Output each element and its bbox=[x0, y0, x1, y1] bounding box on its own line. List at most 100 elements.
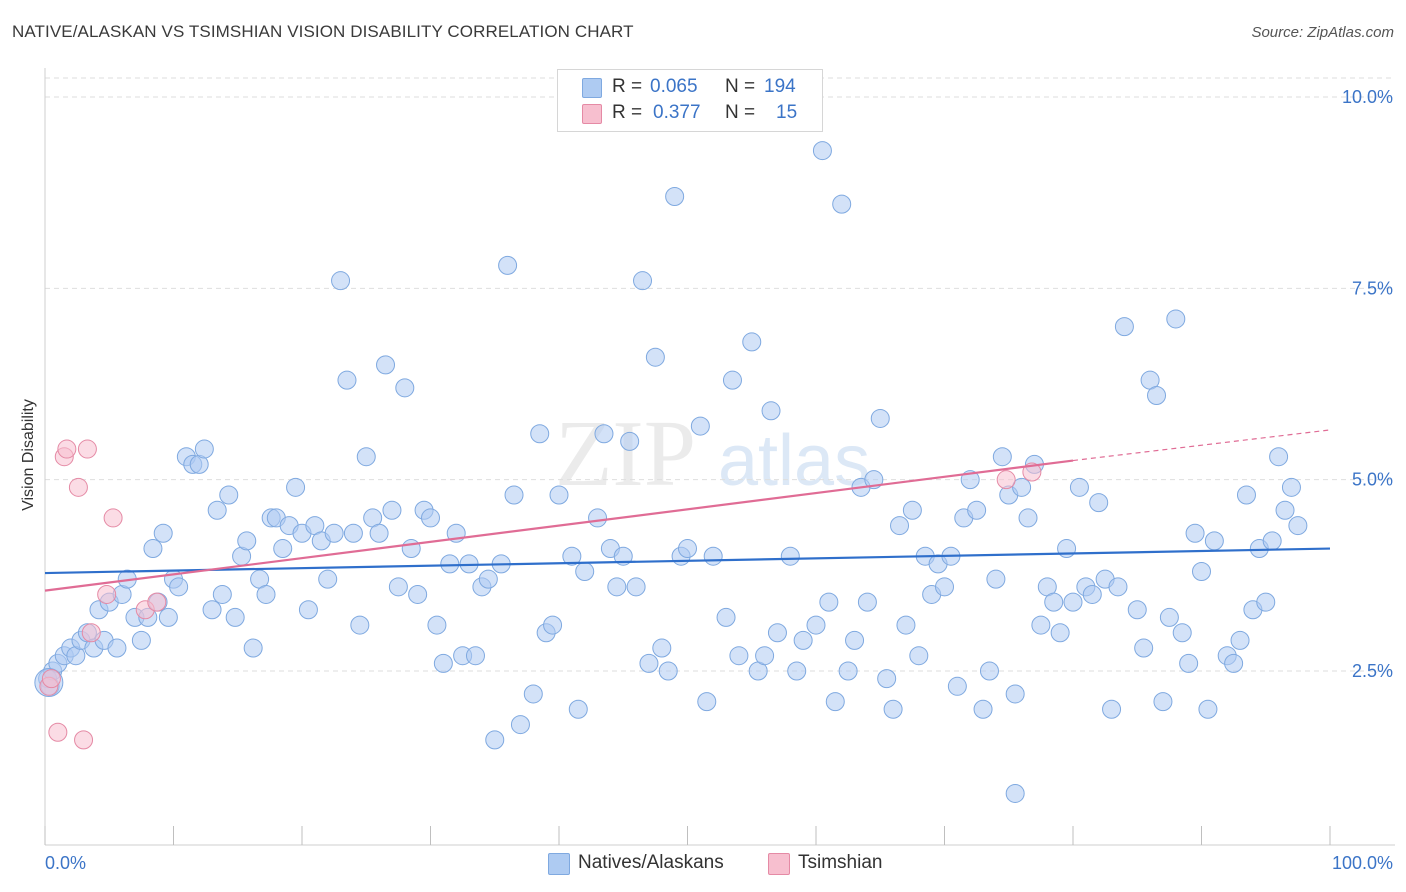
data-point bbox=[318, 569, 338, 589]
data-point bbox=[1204, 531, 1224, 551]
data-point bbox=[626, 577, 646, 597]
data-point bbox=[478, 569, 498, 589]
data-point bbox=[1114, 317, 1134, 337]
data-point bbox=[202, 600, 222, 620]
legend-n-label: N = bbox=[725, 76, 756, 97]
data-point bbox=[857, 592, 877, 612]
data-point bbox=[356, 447, 376, 467]
data-point bbox=[465, 646, 485, 666]
chart-title: NATIVE/ALASKAN VS TSIMSHIAN VISION DISAB… bbox=[12, 22, 634, 41]
data-point bbox=[1069, 477, 1089, 497]
data-point bbox=[645, 347, 665, 367]
data-point bbox=[286, 477, 306, 497]
data-point bbox=[639, 653, 659, 673]
data-point bbox=[530, 424, 550, 444]
y-tick-label: 10.0% bbox=[1342, 87, 1393, 107]
data-point bbox=[504, 485, 524, 505]
data-point bbox=[832, 194, 852, 214]
data-point bbox=[1281, 477, 1301, 497]
data-point bbox=[143, 539, 163, 559]
trend-line bbox=[44, 459, 1074, 592]
data-point bbox=[1166, 309, 1186, 329]
data-point bbox=[41, 669, 61, 689]
data-point bbox=[1127, 600, 1147, 620]
data-point bbox=[1044, 592, 1064, 612]
data-point bbox=[996, 470, 1016, 490]
x-tick-label: 0.0% bbox=[45, 853, 86, 873]
data-point bbox=[388, 577, 408, 597]
data-point bbox=[1102, 699, 1122, 719]
data-point bbox=[485, 730, 505, 750]
data-point bbox=[1159, 607, 1179, 627]
data-point bbox=[256, 584, 276, 604]
data-point bbox=[395, 378, 415, 398]
legend-r-value: 0.065 bbox=[650, 76, 698, 97]
data-point bbox=[337, 370, 357, 390]
data-point bbox=[433, 653, 453, 673]
data-point bbox=[658, 661, 678, 681]
data-point bbox=[1185, 523, 1205, 543]
legend-swatch-natives bbox=[548, 853, 570, 875]
tick-labels: 2.5% 5.0% 7.5% 10.0% 0.0% 100.0% bbox=[45, 87, 1393, 873]
legend-swatch-natives bbox=[582, 78, 602, 98]
y-tick-label: 5.0% bbox=[1352, 470, 1393, 490]
legend-n-label: N = bbox=[725, 102, 756, 123]
data-point bbox=[1057, 539, 1077, 559]
data-point bbox=[992, 447, 1012, 467]
data-point bbox=[219, 485, 239, 505]
data-point bbox=[902, 500, 922, 520]
data-point bbox=[780, 546, 800, 566]
data-point bbox=[401, 539, 421, 559]
data-point bbox=[729, 646, 749, 666]
data-point bbox=[793, 630, 813, 650]
data-point bbox=[1172, 623, 1192, 643]
data-point bbox=[48, 722, 68, 742]
data-point bbox=[607, 577, 627, 597]
data-point bbox=[909, 646, 929, 666]
data-point bbox=[568, 699, 588, 719]
data-point bbox=[74, 730, 94, 750]
legend-n-value: 194 bbox=[764, 76, 796, 97]
legend-label-tsimshian: Tsimshian bbox=[798, 852, 883, 873]
data-point bbox=[890, 516, 910, 536]
data-point bbox=[343, 523, 363, 543]
data-point bbox=[652, 638, 672, 658]
data-point bbox=[620, 431, 640, 451]
data-point bbox=[883, 699, 903, 719]
data-point bbox=[147, 592, 167, 612]
data-point bbox=[1089, 493, 1109, 513]
data-point bbox=[81, 623, 101, 643]
data-point bbox=[369, 523, 389, 543]
trend-line bbox=[44, 547, 1331, 575]
data-point bbox=[523, 684, 543, 704]
trend-line-extension bbox=[1072, 429, 1331, 462]
data-point bbox=[979, 661, 999, 681]
legend-r-label: R = bbox=[612, 76, 643, 97]
data-point bbox=[838, 661, 858, 681]
data-point bbox=[761, 401, 781, 421]
data-point bbox=[273, 539, 293, 559]
watermark-atlas: atlas bbox=[718, 421, 870, 501]
data-point bbox=[1005, 684, 1025, 704]
y-axis-label: Vision Disability bbox=[20, 399, 37, 511]
data-point bbox=[1275, 500, 1295, 520]
data-point bbox=[207, 500, 227, 520]
data-point bbox=[1179, 653, 1199, 673]
data-point bbox=[947, 676, 967, 696]
legend-swatch-tsimshian bbox=[582, 104, 602, 124]
natives-alaskans-points bbox=[34, 141, 1308, 803]
data-point bbox=[787, 661, 807, 681]
data-point bbox=[350, 615, 370, 635]
data-point bbox=[678, 539, 697, 559]
data-point bbox=[1262, 531, 1282, 551]
data-point bbox=[131, 630, 151, 650]
data-point bbox=[1108, 577, 1128, 597]
data-point bbox=[1269, 447, 1289, 467]
data-point bbox=[376, 355, 396, 375]
data-point bbox=[767, 623, 787, 643]
data-point bbox=[1082, 584, 1102, 604]
data-point bbox=[1198, 699, 1218, 719]
data-point bbox=[819, 592, 839, 612]
data-point bbox=[986, 569, 1006, 589]
watermark-zip: ZIP bbox=[555, 402, 696, 506]
